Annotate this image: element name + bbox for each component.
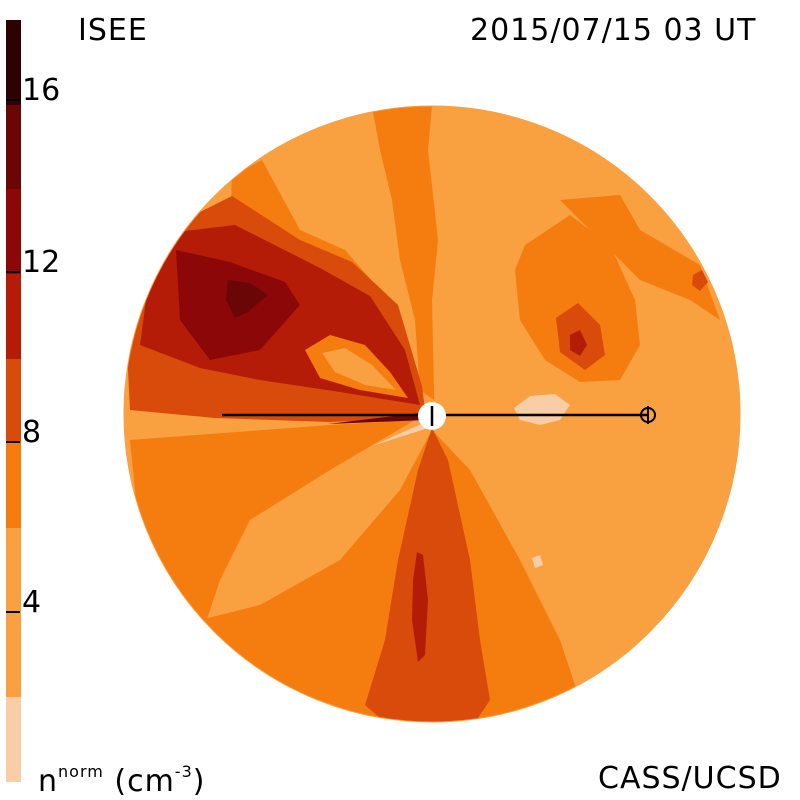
source-label: ISEE [78,13,148,48]
southeast-low-density-spot [532,555,543,568]
northeast-core-region [570,330,587,356]
colorbar-segment [6,104,21,190]
colorbar-tick-label: 4 [22,585,42,620]
unit-exponent: -3 [174,762,193,781]
unit-rest: (cm [103,764,175,799]
northeast-edge-region [560,195,720,320]
west-notch-core [322,348,396,390]
unit-label: nnorm (cm-3) [38,764,205,797]
earth-marker [640,406,656,424]
timestamp-label: 2015/07/15 03 UT [470,13,757,48]
far-east-dot-region [692,270,708,291]
map-boundary [123,105,741,723]
west-peak-region [226,280,268,318]
south-wide-region [200,430,580,722]
colorbar-segment [6,443,21,528]
colorbar-tick-mark [6,611,20,613]
north-stream-region [372,106,440,400]
colorbar-segment [6,274,21,359]
credit-label: CASS/UCSD [598,761,782,796]
unit-base: n [38,764,59,799]
colorbar-tick-label: 8 [22,415,42,450]
colorbar-tick-label: 16 [22,73,61,108]
northeast-blob-region [515,215,640,382]
southwest-region [130,420,415,640]
colorbar-segment [6,697,21,782]
north-central-region [428,150,470,395]
colorbar-tick-mark [6,441,20,443]
south-core-region [412,552,428,662]
colorbar-tick-mark [6,99,20,101]
colorbar-tick-mark [6,271,20,273]
colorbar-segment [6,358,21,444]
unit-superscript: norm [58,762,104,781]
east-low-density-spot [514,394,570,425]
south-stream-region [365,428,490,722]
density-colorbar [6,20,21,782]
unit-close: ) [192,764,206,799]
colorbar-segment [6,189,21,274]
colorbar-segment [6,20,21,105]
sun-ray-southwest [372,420,430,446]
colorbar-tick-label: 12 [22,245,61,280]
